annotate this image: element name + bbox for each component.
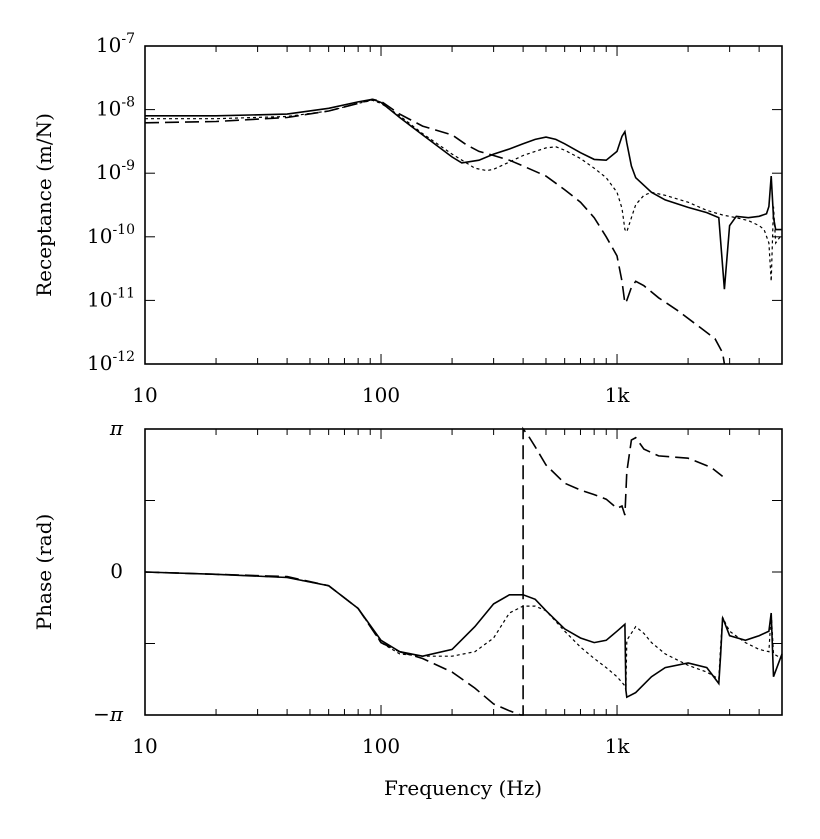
- receptance-tick-labels: 10 100 1k 10-7 10-8 10-9 10-10 10-11 10-12: [87, 31, 630, 407]
- x-tick-label: 100: [362, 383, 400, 407]
- receptance-panel: 10 100 1k 10-7 10-8 10-9 10-10 10-11 10-12 Recep…: [32, 31, 783, 407]
- x-tick-label: 1k: [605, 734, 631, 758]
- series-long-dash-line: [144, 98, 726, 365]
- x-tick-label: 10: [132, 734, 157, 758]
- receptance-plot-frame: [144, 45, 783, 365]
- series-long-dash-line: [144, 426, 724, 716]
- series-solid-line: [144, 571, 783, 699]
- phase-tick-labels: 10 100 1k π 0 −π: [93, 416, 630, 758]
- phase-ticks: [144, 428, 783, 716]
- y-tick-label: 0: [110, 559, 123, 583]
- y-tick-label: 10-9: [96, 158, 135, 184]
- series-solid-line: [145, 98, 782, 290]
- x-tick-label: 1k: [605, 383, 631, 407]
- phase-y-axis-title: Phase (rad): [32, 514, 56, 631]
- receptance-ticks: [144, 45, 783, 365]
- y-tick-label: 10-7: [96, 31, 135, 57]
- x-axis-title: Frequency (Hz): [384, 776, 542, 800]
- phase-plot-frame: [144, 428, 783, 716]
- y-tick-label: 10-10: [87, 222, 135, 248]
- phase-panel: 10 100 1k π 0 −π Phase (rad) Frequency (Hz): [32, 416, 783, 800]
- y-tick-label: π: [109, 416, 124, 440]
- series-short-dash-line: [145, 99, 783, 282]
- phase-curves: [144, 426, 783, 716]
- x-tick-label: 100: [362, 734, 400, 758]
- y-tick-label: 10-8: [96, 95, 135, 121]
- x-tick-label: 10: [132, 383, 157, 407]
- series-short-dash-line: [144, 571, 783, 691]
- receptance-curves: [144, 98, 783, 365]
- receptance-y-axis-title: Receptance (m/N): [32, 113, 56, 297]
- y-tick-label: 10-12: [87, 349, 135, 375]
- y-tick-label: −π: [93, 702, 124, 726]
- y-tick-label: 10-11: [87, 285, 135, 311]
